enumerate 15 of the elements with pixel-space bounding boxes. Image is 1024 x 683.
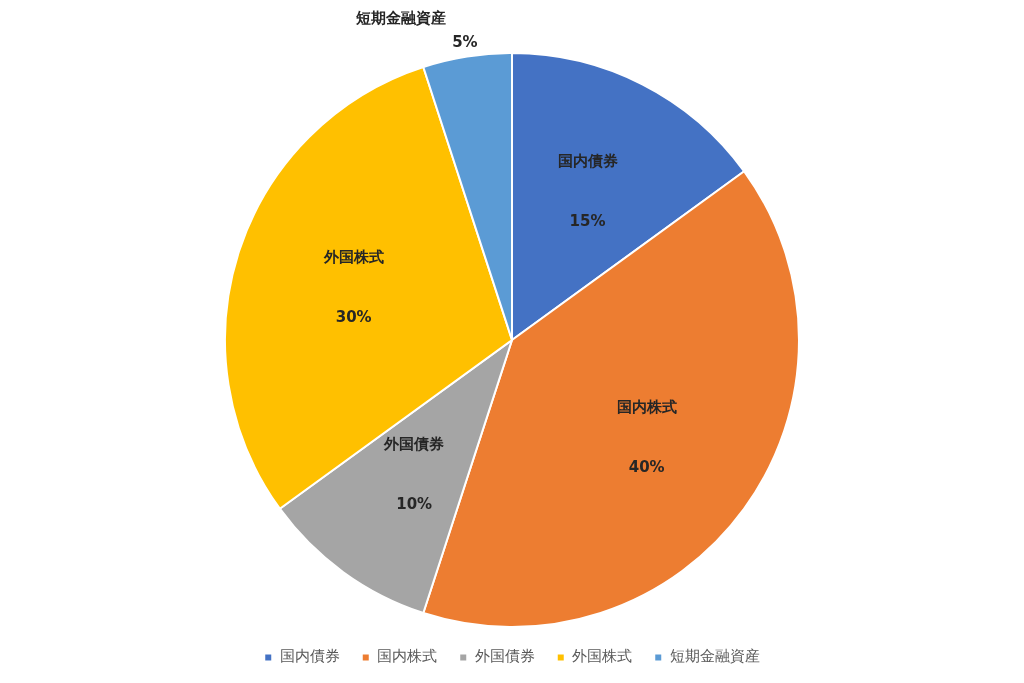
slice-label: 外国債券: [383, 434, 445, 453]
data-label: 40%: [628, 457, 665, 476]
data-label: 10%: [396, 494, 433, 513]
legend-label: 国内株式: [377, 647, 438, 666]
slice-label: 外国株式: [322, 248, 384, 267]
slice-label: 国内債券: [557, 151, 618, 170]
legend-label: 外国債券: [474, 647, 535, 666]
slice-label: 国内株式: [616, 397, 677, 416]
legend-label: 短期金融資産: [669, 647, 760, 666]
data-label: 30%: [335, 308, 372, 327]
data-label: 5%: [452, 32, 478, 51]
legend-label: 国内債券: [279, 647, 340, 666]
legend-label: 外国株式: [572, 647, 633, 666]
data-label: 15%: [569, 211, 606, 230]
slice-label: 短期金融資産: [355, 8, 447, 27]
